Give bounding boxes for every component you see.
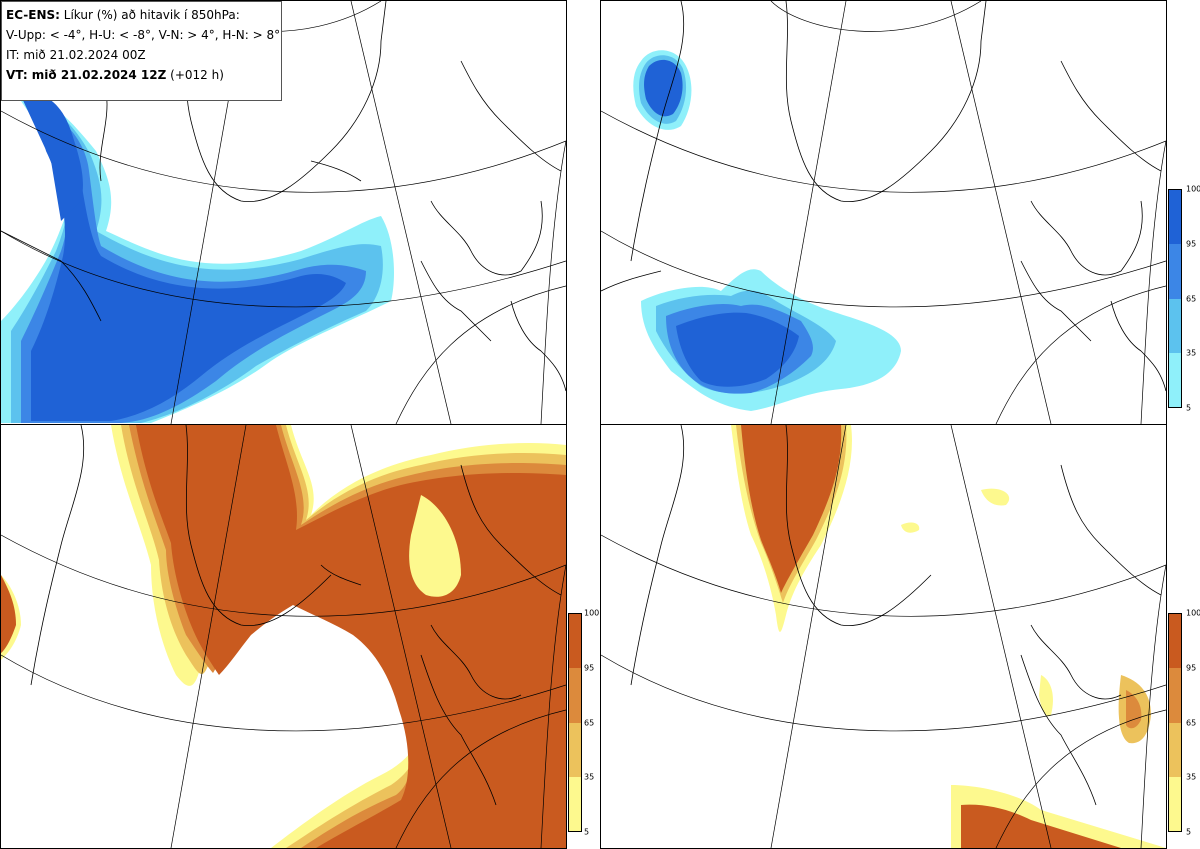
legend-info-box: EC-ENS: Líkur (%) að hitavik í 850hPa: V… xyxy=(1,1,282,101)
colorbar-cold-seg-3 xyxy=(1169,298,1181,353)
info-valid-time: VT: mið 21.02.2024 12Z (+012 h) xyxy=(6,65,277,85)
info-title-rest: Líkur (%) að hitavik í 850hPa: xyxy=(59,8,240,22)
colorbar-cold xyxy=(1168,189,1182,408)
colorbar-warm-right xyxy=(1168,613,1182,832)
info-valid-time-bold: VT: mið 21.02.2024 12Z xyxy=(6,68,167,82)
map-panel-cold-8 xyxy=(600,0,1167,425)
colorbar-warm-left-ticks: 100 95 65 35 5 xyxy=(584,609,599,837)
colorbar-cold-tick-65: 65 xyxy=(1186,294,1197,303)
colorbar-warm-right-ticks: 100 95 65 35 5 xyxy=(1186,609,1200,837)
colorbar-cold-seg-1 xyxy=(1169,190,1181,245)
colorbar-warm-right-seg-1 xyxy=(1169,614,1181,669)
colorbar-warm-right-tick-35: 35 xyxy=(1186,772,1197,782)
map-cold-8 xyxy=(601,1,1166,424)
map-panel-warm-8 xyxy=(600,424,1167,849)
info-issue-time: IT: mið 21.02.2024 00Z xyxy=(6,48,146,62)
colorbar-warm-right-tick-65: 65 xyxy=(1186,718,1197,727)
info-title-bold: EC-ENS: xyxy=(6,8,60,22)
colorbar-cold-tick-35: 35 xyxy=(1186,348,1197,358)
map-warm-8 xyxy=(601,425,1166,848)
colorbar-warm-left-tick-95: 95 xyxy=(584,663,595,673)
colorbar-cold-tick-95: 95 xyxy=(1186,239,1197,249)
colorbar-warm-right-tick-100: 100 xyxy=(1186,608,1200,618)
info-title: EC-ENS: Líkur (%) að hitavik í 850hPa: xyxy=(6,5,277,25)
colorbar-warm-left-tick-35: 35 xyxy=(584,772,595,782)
colorbar-warm-right-seg-3 xyxy=(1169,722,1181,777)
colorbar-warm-left-seg-2 xyxy=(569,668,581,723)
colorbar-cold-ticks: 100 95 65 35 5 xyxy=(1186,185,1200,413)
map-panel-cold-4: EC-ENS: Líkur (%) að hitavik í 850hPa: V… xyxy=(0,0,567,425)
colorbar-warm-left-seg-1 xyxy=(569,614,581,669)
colorbar-warm-left-tick-100: 100 xyxy=(584,608,600,618)
map-cold-4 xyxy=(1,1,566,424)
colorbar-warm-left xyxy=(568,613,582,832)
colorbar-warm-right-tick-95: 95 xyxy=(1186,663,1197,673)
colorbar-cold-tick-5: 5 xyxy=(1186,403,1192,413)
colorbar-warm-left-seg-4 xyxy=(569,776,581,831)
colorbar-warm-left-seg-3 xyxy=(569,722,581,777)
colorbar-cold-seg-2 xyxy=(1169,244,1181,299)
map-warm-4 xyxy=(1,425,566,848)
colorbar-warm-right-tick-5: 5 xyxy=(1186,827,1192,837)
colorbar-warm-left-tick-65: 65 xyxy=(584,718,595,727)
info-valid-time-rest: (+012 h) xyxy=(166,68,224,82)
colorbar-cold-seg-4 xyxy=(1169,352,1181,407)
colorbar-warm-right-seg-4 xyxy=(1169,776,1181,831)
colorbar-cold-tick-100: 100 xyxy=(1186,184,1200,194)
info-thresholds: V-Upp: < -4°, H-U: < -8°, V-N: > 4°, H-N… xyxy=(6,28,281,42)
colorbar-warm-left-tick-5: 5 xyxy=(584,827,590,837)
map-panel-warm-4 xyxy=(0,424,567,849)
colorbar-warm-right-seg-2 xyxy=(1169,668,1181,723)
